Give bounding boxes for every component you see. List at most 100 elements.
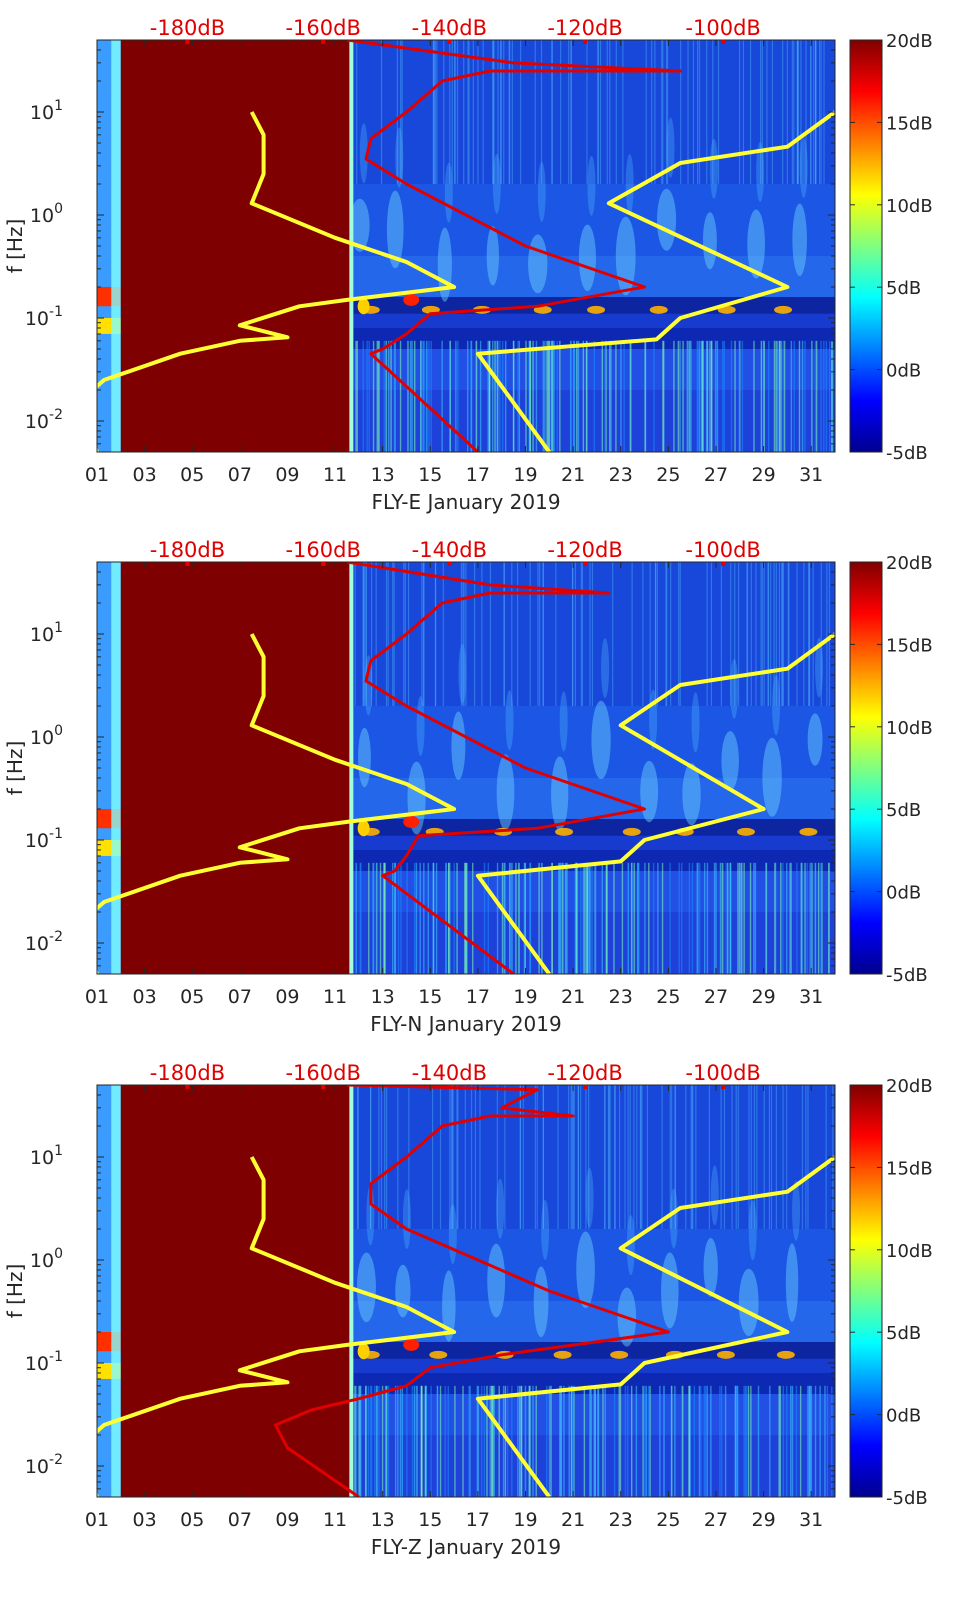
noise-streak (460, 562, 463, 706)
spectral-band (349, 1372, 835, 1394)
noise-streak (688, 340, 690, 452)
noise-streak (738, 40, 741, 184)
top-axis-tick (185, 562, 190, 566)
noise-streak (448, 862, 450, 974)
spectral-band (349, 835, 835, 850)
noise-streak (393, 340, 396, 452)
noise-streak (356, 340, 358, 452)
noise-streak (782, 862, 784, 974)
energy-burst (669, 1188, 678, 1249)
noise-streak (542, 562, 544, 706)
noise-streak (494, 340, 496, 452)
noise-streak (573, 340, 575, 452)
high-noise-model-line (475, 1155, 835, 1497)
microseism-peak (429, 1350, 448, 1359)
noise-streak (821, 862, 823, 974)
noise-streak (760, 40, 762, 184)
noise-streak (715, 340, 717, 452)
noise-streak (796, 862, 798, 974)
noise-streak (525, 340, 527, 452)
noise-streak (535, 1385, 537, 1497)
low-noise-model-line (97, 111, 457, 452)
energy-burst (359, 123, 368, 184)
noise-streak (741, 862, 743, 974)
noise-streak (800, 40, 802, 184)
noise-streak (775, 1085, 777, 1229)
noise-streak (433, 40, 435, 184)
noise-streak (831, 340, 833, 452)
energy-burst (528, 234, 548, 294)
x-tick-label: 23 (609, 986, 633, 1008)
noise-streak (665, 40, 668, 184)
noise-streak (661, 1085, 663, 1229)
colorbar-tick-label: 10dB (886, 196, 933, 217)
noise-streak (719, 1385, 721, 1497)
top-axis-label: -120dB (547, 1061, 622, 1085)
x-tick-label: 23 (609, 464, 633, 486)
noise-streak (765, 862, 767, 974)
energy-burst (458, 643, 467, 704)
noise-streak (720, 1385, 723, 1497)
energy-burst (661, 1252, 679, 1329)
noise-streak (744, 1385, 747, 1497)
noise-streak (797, 40, 799, 184)
energy-burst (576, 1231, 595, 1309)
noise-streak (449, 40, 451, 184)
noise-streak (589, 1385, 592, 1497)
noise-streak (580, 862, 582, 974)
noise-streak (540, 40, 543, 184)
noise-streak (399, 340, 402, 452)
noise-streak (376, 862, 378, 974)
noise-streak (422, 562, 425, 706)
noise-streak (624, 1385, 627, 1497)
noise-streak (483, 1385, 486, 1497)
noise-streak (520, 1385, 523, 1497)
colorbar-tick-label: 5dB (886, 278, 921, 299)
y-tick-label: 10-2 (25, 929, 63, 955)
noise-streak (654, 40, 656, 184)
noise-streak (645, 1385, 647, 1497)
noise-streak (701, 340, 703, 452)
noise-streak (811, 862, 813, 974)
noise-streak (359, 862, 361, 974)
x-tick-label: 21 (561, 986, 585, 1008)
noise-streak (574, 562, 576, 706)
spectral-band (349, 1085, 835, 1229)
noise-streak (493, 40, 495, 184)
noise-streak (367, 1385, 370, 1497)
y-axis-label: f [Hz] (3, 1264, 27, 1319)
noise-streak (397, 1085, 399, 1229)
noise-streak (693, 1385, 696, 1497)
noise-streak (597, 40, 600, 184)
noise-streak (588, 862, 590, 974)
colorbar-tick-label: 20dB (886, 1076, 933, 1097)
noise-streak (712, 40, 714, 184)
noise-streak (609, 1085, 611, 1229)
low-noise-model-line (97, 1156, 457, 1497)
noise-streak (436, 1385, 439, 1497)
spectrogram (97, 1085, 835, 1497)
microseism-peak (403, 1338, 420, 1351)
noise-streak (416, 1385, 418, 1497)
energy-burst (364, 655, 373, 716)
x-tick-label: 17 (466, 986, 490, 1008)
energy-burst (738, 1268, 759, 1337)
noise-streak (370, 1385, 373, 1497)
noise-streak (720, 1085, 722, 1229)
noise-streak (432, 40, 434, 184)
colorbar-tick-label: -5dB (886, 1488, 928, 1509)
noise-streak (642, 1385, 644, 1497)
noise-streak (362, 340, 364, 452)
noise-streak (639, 1085, 641, 1229)
noise-streak (743, 1385, 745, 1497)
noise-streak (423, 340, 426, 452)
noise-streak (706, 862, 709, 974)
early-data-edge (111, 562, 121, 974)
noise-streak (454, 1385, 456, 1497)
noise-streak (492, 340, 494, 452)
noise-streak (642, 562, 644, 706)
noise-streak (562, 862, 565, 974)
x-tick-label: 01 (85, 464, 109, 486)
x-tick-label: 27 (704, 1509, 728, 1531)
noise-streak (808, 1385, 811, 1497)
